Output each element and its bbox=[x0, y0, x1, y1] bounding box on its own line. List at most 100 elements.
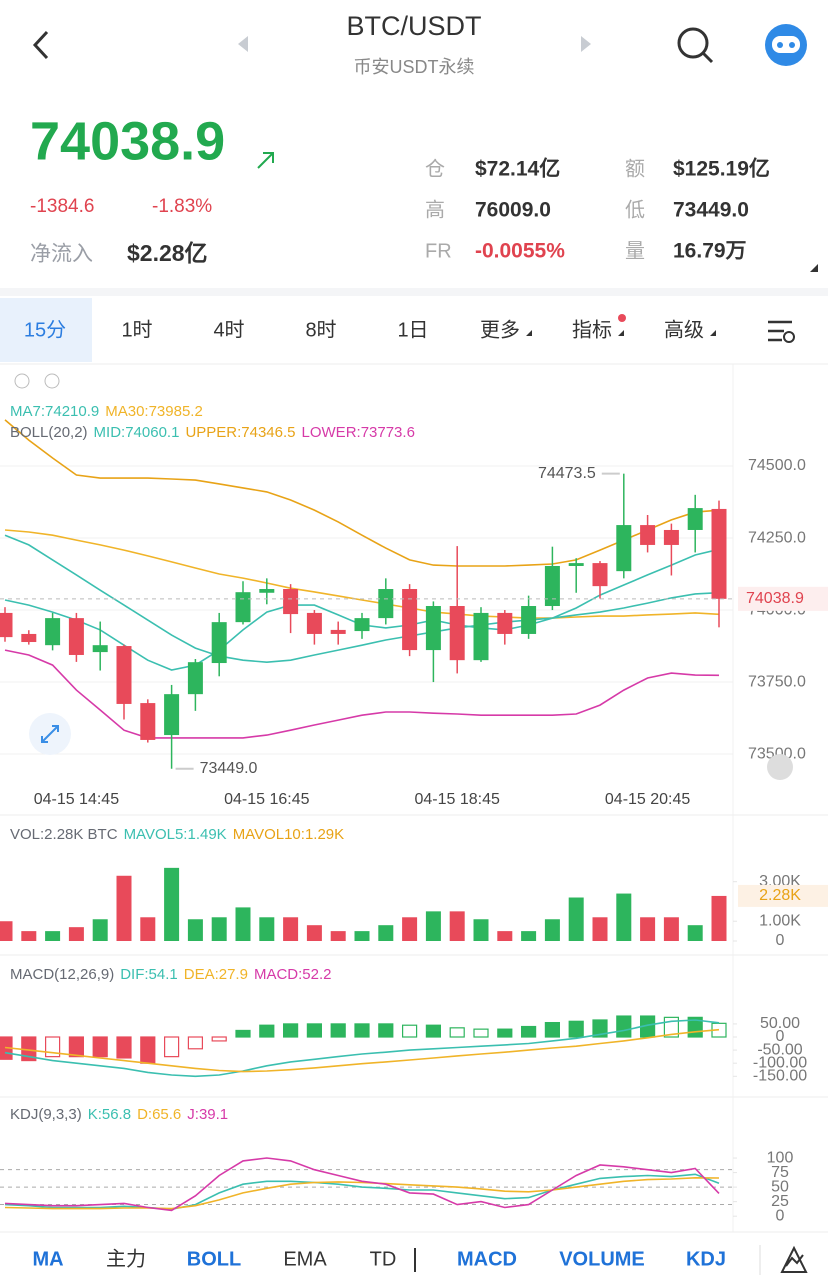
y-tick-label: 50.00 bbox=[760, 1015, 800, 1032]
low-label: 73449.0 bbox=[200, 760, 258, 777]
x-tick-label: 04-15 14:45 bbox=[34, 791, 120, 808]
indicator-legend: J:39.1 bbox=[187, 1106, 228, 1123]
candle-body bbox=[235, 592, 251, 623]
candle-body bbox=[211, 622, 227, 664]
prev-pair[interactable] bbox=[238, 36, 248, 52]
boll-line bbox=[4, 534, 720, 664]
volume-bar bbox=[425, 911, 441, 941]
y-tick-label: 75 bbox=[771, 1164, 789, 1181]
candle-body bbox=[140, 703, 156, 740]
macd-bar bbox=[235, 1029, 251, 1038]
price-change-pct: -1.83% bbox=[152, 196, 212, 217]
candle-body bbox=[354, 618, 370, 632]
indicator-tab[interactable]: EMA bbox=[283, 1248, 327, 1270]
stat-label: 量 bbox=[625, 240, 645, 262]
notice-dot bbox=[618, 314, 626, 322]
fullscreen-icon bbox=[41, 725, 59, 743]
volume-bar bbox=[187, 919, 203, 941]
macd-bar bbox=[497, 1028, 513, 1038]
timeframe-tab[interactable]: 15分 bbox=[24, 318, 66, 341]
indicator-legend: DIF:54.1 bbox=[120, 966, 178, 983]
indicator-tab[interactable]: 主力 bbox=[106, 1247, 146, 1270]
candle-body bbox=[521, 606, 537, 634]
y-tick-label: 74250.0 bbox=[748, 529, 806, 546]
candle-body bbox=[164, 694, 180, 736]
volume-bar bbox=[402, 917, 418, 941]
volume-bar bbox=[544, 919, 560, 941]
x-tick-label: 04-15 16:45 bbox=[224, 791, 310, 808]
avatar-icon bbox=[772, 36, 800, 53]
candle-body bbox=[259, 589, 275, 593]
timeframe-tab[interactable]: 8时 bbox=[305, 318, 336, 341]
macd-bar bbox=[211, 1036, 227, 1042]
indicator-legend: VOL:2.28K BTC bbox=[10, 826, 118, 843]
menu-caret bbox=[526, 330, 716, 336]
indicator-legend: MA7:74210.9 bbox=[10, 403, 99, 420]
indicator-tab[interactable]: KDJ bbox=[686, 1248, 726, 1270]
indicator-tab[interactable]: VOLUME bbox=[559, 1248, 645, 1270]
candle-body bbox=[330, 629, 346, 634]
candle-body bbox=[187, 662, 203, 695]
y-tick-label: 1.00K bbox=[759, 912, 801, 929]
indicator-legend: DEA:27.9 bbox=[184, 966, 248, 983]
kdj-line bbox=[4, 1157, 720, 1212]
stat-label: FR bbox=[425, 240, 452, 262]
search-icon bbox=[677, 27, 709, 59]
search-button[interactable] bbox=[677, 27, 714, 64]
indicator-tab[interactable]: TD bbox=[370, 1248, 397, 1270]
next-pair[interactable] bbox=[581, 36, 591, 52]
volume-bar bbox=[592, 917, 608, 941]
drawing-tool[interactable] bbox=[780, 1245, 808, 1273]
indicator-tab[interactable]: BOLL bbox=[187, 1248, 241, 1270]
candle-body bbox=[497, 612, 513, 634]
high-label: 74473.5 bbox=[538, 465, 596, 482]
volume-current-label: 2.28K bbox=[759, 887, 801, 904]
timeframe-tab[interactable]: 1时 bbox=[121, 318, 152, 341]
y-tick-label: 100 bbox=[767, 1149, 794, 1166]
collapse-icon[interactable] bbox=[14, 373, 30, 389]
timeframe-tab[interactable]: 4时 bbox=[213, 318, 244, 341]
candle-body bbox=[544, 565, 560, 607]
fullscreen-button[interactable] bbox=[29, 713, 71, 755]
volume-bar bbox=[663, 917, 679, 941]
timeframe-tab[interactable]: 1日 bbox=[397, 319, 428, 341]
indicator-tab[interactable]: MACD bbox=[457, 1248, 517, 1270]
y-tick-label: 73500.0 bbox=[748, 745, 806, 762]
candle-body bbox=[449, 606, 465, 661]
candle-body bbox=[425, 606, 441, 651]
net-inflow-label: 净流入 bbox=[30, 243, 93, 266]
stat-label: 高 bbox=[425, 198, 445, 221]
stat-value: $72.14亿 bbox=[475, 157, 560, 181]
indicator-tab[interactable]: MA bbox=[32, 1248, 63, 1270]
volume-bar bbox=[0, 921, 13, 941]
timeframe-tab[interactable]: 高级 bbox=[664, 318, 704, 341]
settings-small-icon[interactable] bbox=[44, 373, 60, 389]
macd-bar bbox=[68, 1036, 85, 1058]
y-tick-label: 25 bbox=[771, 1193, 789, 1210]
back-button[interactable] bbox=[32, 30, 49, 60]
chart-settings[interactable] bbox=[768, 320, 795, 343]
candle-body bbox=[592, 563, 608, 587]
macd-bar bbox=[449, 1027, 465, 1038]
ma-line bbox=[4, 529, 720, 619]
volume-bar bbox=[45, 931, 61, 941]
boll-line bbox=[4, 419, 720, 567]
volume-bar bbox=[92, 919, 108, 941]
macd-bar bbox=[402, 1024, 418, 1038]
macd-bar bbox=[140, 1036, 156, 1064]
settings-icon bbox=[783, 331, 795, 343]
avatar[interactable] bbox=[765, 24, 807, 66]
volume-bar bbox=[473, 919, 489, 941]
candle-body bbox=[45, 618, 61, 646]
k-button[interactable] bbox=[767, 754, 793, 780]
timeframe-tab[interactable]: 指标 bbox=[572, 318, 612, 341]
candle-body bbox=[568, 563, 584, 566]
expand-stats[interactable] bbox=[810, 264, 818, 272]
indicator-legend: KDJ(9,3,3) bbox=[10, 1106, 82, 1123]
macd-bar bbox=[616, 1015, 632, 1038]
timeframe-tab[interactable]: 更多 bbox=[480, 318, 520, 341]
macd-bar bbox=[164, 1036, 180, 1058]
pair-subtitle: 币安USDT永续 bbox=[354, 57, 475, 77]
y-tick-label: -150.00 bbox=[753, 1068, 807, 1085]
price-change: -1384.6 bbox=[30, 196, 94, 217]
